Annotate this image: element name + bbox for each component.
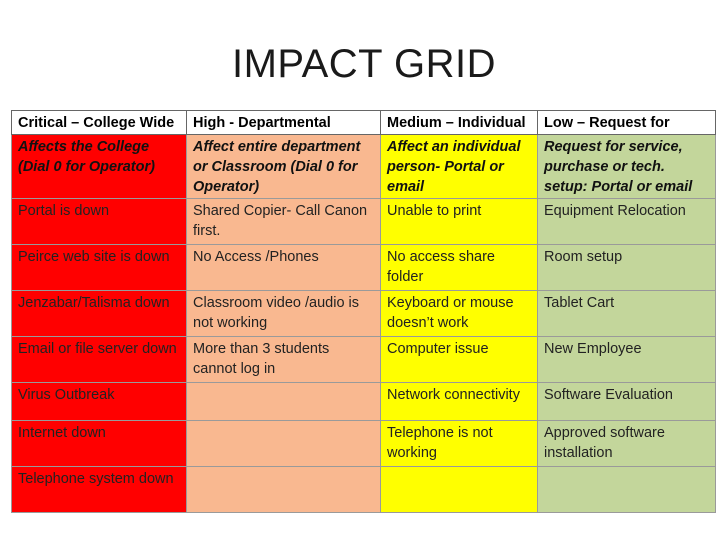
cell-critical: Portal is down — [11, 198, 187, 245]
cell-high: Shared Copier- Call Canon first. — [186, 198, 381, 245]
cell-critical: Telephone system down — [11, 466, 187, 513]
cell-low — [537, 466, 716, 513]
table-row: Email or file server down More than 3 st… — [11, 336, 716, 383]
cell-low: Room setup — [537, 244, 716, 291]
description-medium: Affect an individual person- Portal or e… — [380, 134, 538, 199]
cell-medium: Unable to print — [380, 198, 538, 245]
cell-high: More than 3 students cannot log in — [186, 336, 381, 383]
slide-title: IMPACT GRID — [231, 42, 497, 86]
description-critical: Affects the College (Dial 0 for Operator… — [11, 134, 187, 199]
cell-medium: Computer issue — [380, 336, 538, 383]
cell-high — [186, 420, 381, 467]
cell-low: Equipment Relocation — [537, 198, 716, 245]
cell-low: Software Evaluation — [537, 382, 716, 421]
cell-medium: Telephone is not working — [380, 420, 538, 467]
cell-critical: Internet down — [11, 420, 187, 467]
header-critical: Critical – College Wide — [11, 110, 187, 135]
cell-medium: Keyboard or mouse doesn’t work — [380, 290, 538, 337]
table-row: Virus Outbreak Network connectivity Soft… — [11, 382, 716, 421]
cell-high — [186, 466, 381, 513]
description-low: Request for service, purchase or tech. s… — [537, 134, 716, 199]
cell-high — [186, 382, 381, 421]
cell-critical: Peirce web site is down — [11, 244, 187, 291]
cell-low: Tablet Cart — [537, 290, 716, 337]
cell-medium: Network connectivity — [380, 382, 538, 421]
table-row: Peirce web site is down No Access /Phone… — [11, 244, 716, 291]
table-row: Jenzabar/Talisma down Classroom video /a… — [11, 290, 716, 337]
table-row: Portal is down Shared Copier- Call Canon… — [11, 198, 716, 245]
cell-critical: Jenzabar/Talisma down — [11, 290, 187, 337]
table-row: Telephone system down — [11, 466, 716, 513]
header-medium: Medium – Individual — [380, 110, 538, 135]
impact-grid-table: Critical – College Wide High - Departmen… — [11, 110, 716, 513]
cell-high: No Access /Phones — [186, 244, 381, 291]
cell-critical: Email or file server down — [11, 336, 187, 383]
cell-medium — [380, 466, 538, 513]
header-row: Critical – College Wide High - Departmen… — [11, 110, 716, 135]
cell-low: Approved software installation — [537, 420, 716, 467]
header-high: High - Departmental — [186, 110, 381, 135]
description-row: Affects the College (Dial 0 for Operator… — [11, 134, 716, 199]
cell-critical: Virus Outbreak — [11, 382, 187, 421]
table-row: Internet down Telephone is not working A… — [11, 420, 716, 467]
cell-medium: No access share folder — [380, 244, 538, 291]
cell-high: Classroom video /audio is not working — [186, 290, 381, 337]
description-high: Affect entire department or Classroom (D… — [186, 134, 381, 199]
cell-low: New Employee — [537, 336, 716, 383]
header-low: Low – Request for — [537, 110, 716, 135]
